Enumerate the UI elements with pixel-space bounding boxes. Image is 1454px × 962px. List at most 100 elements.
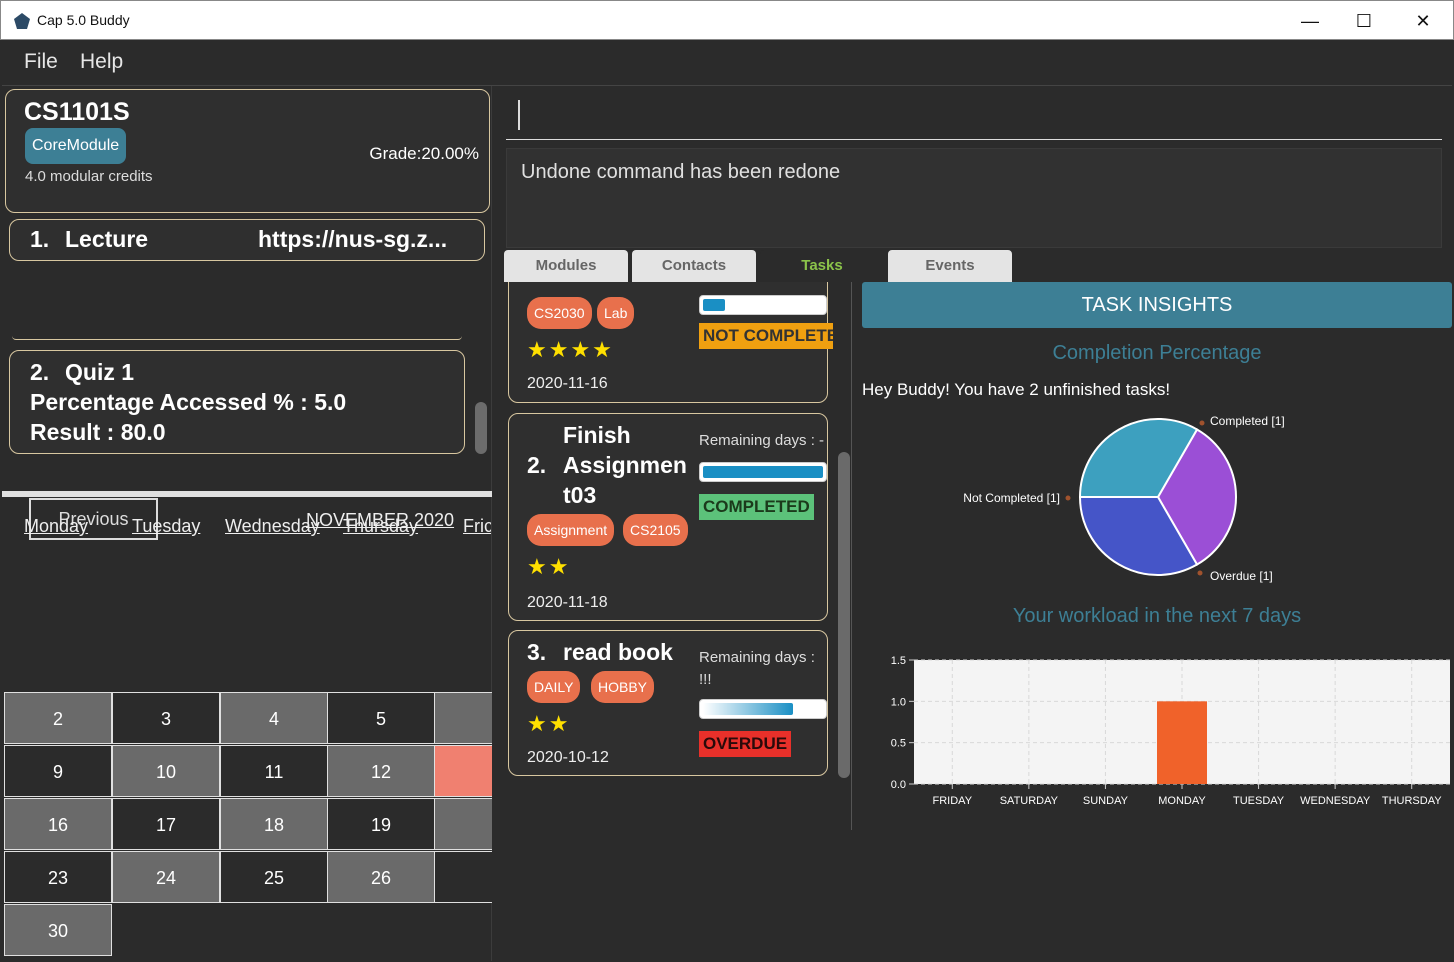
command-input[interactable]: [506, 88, 1442, 140]
pie-label: Completed [1]: [1210, 414, 1285, 428]
tab-events[interactable]: Events: [888, 250, 1012, 282]
pie-slice: [1156, 428, 1237, 566]
task-progress-bar: [699, 462, 827, 482]
day-header-friday: Fric: [463, 516, 491, 536]
pie-slice: [1078, 496, 1199, 576]
task-remaining-days: Remaining days : -: [699, 432, 825, 449]
menu-bar: File Help: [2, 40, 1452, 86]
task-remaining-days: Remaining days :: [699, 649, 815, 666]
x-tick-label: WEDNESDAY: [1300, 795, 1371, 807]
module-grade: Grade:20.00%: [369, 144, 479, 163]
calendar-day[interactable]: 5: [327, 692, 435, 744]
task-progress-bar: [699, 699, 827, 719]
task-tag: DAILY: [527, 671, 581, 703]
calendar-month[interactable]: NOVEMBER 2020: [306, 510, 455, 530]
title-bar: Cap 5.0 Buddy — ☐ ✕: [0, 0, 1454, 40]
task-card-3[interactable]: 3. read book Remaining days : !!! DAILY …: [508, 630, 828, 776]
task-name: t03: [563, 482, 597, 508]
module-credits: 4.0 modular credits: [25, 168, 153, 185]
calendar-day[interactable]: 16: [4, 798, 112, 850]
task-insights-header: TASK INSIGHTS: [862, 282, 1452, 328]
maximize-icon[interactable]: ☐: [1355, 11, 1373, 31]
x-tick-label: TUESDAY: [1233, 795, 1285, 807]
y-tick-label: 0.0: [891, 779, 906, 791]
completion-pie-chart: Completed [1] Not Completed [1] Overdue [1…: [963, 414, 1285, 583]
module-tag: CoreModule: [25, 128, 127, 164]
task-list: CS2030 Lab ★★★★ 2020-11-16 NOT COMPLETE …: [500, 282, 852, 830]
calendar-divider: [2, 491, 492, 497]
calendar-day[interactable]: 10: [112, 745, 220, 797]
calendar-day[interactable]: 6: [434, 692, 492, 744]
day-header-wednesday: Wednesday: [225, 516, 320, 536]
lesson-percentage: Percentage Accessed % : 5.0: [30, 389, 347, 415]
task-name: Assignmen: [563, 452, 687, 478]
task-priority-stars: ★★: [527, 554, 571, 579]
calendar-day[interactable]: 4: [220, 692, 328, 744]
minimize-icon[interactable]: —: [1301, 11, 1319, 31]
calendar-day[interactable]: 3: [112, 692, 220, 744]
calendar-day[interactable]: 12: [327, 745, 435, 797]
lesson-scrollbar[interactable]: [475, 402, 487, 454]
result-display: Undone command has been redone: [506, 148, 1442, 248]
menu-help[interactable]: Help: [80, 50, 124, 73]
tab-modules[interactable]: Modules: [504, 250, 628, 282]
calendar-day[interactable]: 9: [4, 745, 112, 797]
task-scrollbar[interactable]: [838, 452, 850, 778]
y-tick-label: 1.0: [891, 696, 906, 708]
close-icon[interactable]: ✕: [1415, 11, 1431, 31]
calendar-day[interactable]: 19: [327, 798, 435, 850]
x-tick-label: MONDAY: [1158, 795, 1206, 807]
day-header-monday: Monday: [24, 516, 89, 536]
task-card-2[interactable]: 2. Finish Assignmen t03 Remaining days :…: [508, 413, 828, 621]
lesson-card-2[interactable]: 2. Quiz 1 Percentage Accessed % : 5.0 Re…: [9, 350, 465, 454]
lesson-result: Result : 80.0: [30, 419, 166, 445]
window-title: Cap 5.0 Buddy: [37, 12, 130, 28]
calendar-day[interactable]: 25: [220, 851, 328, 903]
lesson-card-1[interactable]: 1. Lecture https://nus-sg.z...: [9, 219, 485, 261]
calendar-day[interactable]: 23: [4, 851, 112, 903]
task-tag: Lab: [597, 297, 635, 329]
pie-slice: [1078, 418, 1199, 498]
previous-button[interactable]: Previous: [29, 498, 158, 540]
task-progress-bar: [699, 295, 827, 315]
calendar-day[interactable]: 17: [112, 798, 220, 850]
task-tag: CS2030: [527, 297, 592, 329]
menu-file[interactable]: File: [24, 50, 58, 73]
tab-contacts[interactable]: Contacts: [632, 250, 756, 282]
unfinished-message: Hey Buddy! You have 2 unfinished tasks!: [862, 380, 1171, 399]
lesson-index: 1.: [30, 226, 50, 252]
pie-label-marker: [1065, 495, 1071, 501]
calendar-day[interactable]: 2: [4, 692, 112, 744]
completion-title: Completion Percentage: [1052, 342, 1262, 364]
lesson-name: Lecture: [65, 226, 149, 252]
workload-bar-chart: 0.0 0.5 1.0 1.5 FRIDAY SATURDAY SUNDAY MONDAY TU…: [891, 655, 1450, 807]
module-card[interactable]: CS1101S CoreModule Grade:20.00% 4.0 modu…: [5, 89, 490, 213]
calendar-day[interactable]: 24: [112, 851, 220, 903]
calendar-day-today[interactable]: 13: [434, 745, 492, 797]
result-message: Undone command has been redone: [521, 161, 841, 183]
calendar-day[interactable]: 18: [220, 798, 328, 850]
calendar-day[interactable]: 11: [220, 745, 328, 797]
task-tag: CS2105: [623, 514, 688, 546]
task-date: 2020-11-16: [527, 375, 608, 392]
day-header-tuesday: Tuesday: [132, 516, 201, 536]
calendar-day[interactable]: 20: [434, 798, 492, 850]
calendar-day[interactable]: 26: [327, 851, 435, 903]
y-tick-label: 1.5: [891, 655, 906, 667]
tab-tasks[interactable]: Tasks: [760, 250, 884, 282]
calendar-day[interactable]: 30: [4, 904, 112, 956]
workload-bar: [1157, 701, 1207, 784]
pie-label-marker: [1197, 570, 1203, 576]
x-tick-label: THURSDAY: [1382, 795, 1442, 807]
lesson-index: 2.: [30, 359, 50, 385]
calendar-day[interactable]: 27: [434, 851, 492, 903]
lesson-link[interactable]: https://nus-sg.z...: [258, 226, 448, 252]
task-index: 2.: [527, 452, 547, 478]
task-status: OVERDUE: [699, 731, 792, 757]
task-name: read book: [563, 639, 673, 665]
calendar-grid: 2 3 4 5 6 9 10 11 12 13 16 17 18 19 20 2…: [2, 692, 492, 962]
task-date: 2020-11-18: [527, 594, 608, 611]
task-priority-stars: ★★★★: [527, 337, 614, 362]
task-name: Finish: [563, 422, 631, 448]
task-card-1[interactable]: CS2030 Lab ★★★★ 2020-11-16 NOT COMPLETE: [508, 282, 833, 403]
